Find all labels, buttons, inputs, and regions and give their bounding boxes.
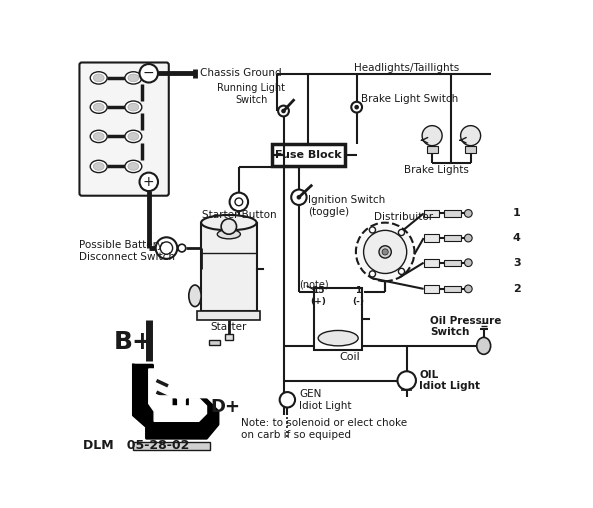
Text: Possible Battery
Disconnect Switch: Possible Battery Disconnect Switch [79,240,176,262]
Bar [197,311,260,321]
Circle shape [229,193,248,211]
Circle shape [422,125,442,146]
Text: Note: to solenoid or elect choke
on carb if so equiped: Note: to solenoid or elect choke on carb… [241,418,407,440]
Bar [423,210,439,217]
Circle shape [464,234,472,242]
Ellipse shape [128,103,139,111]
Text: GEN
Idiot Light: GEN Idiot Light [299,389,352,410]
Bar [423,285,439,293]
Text: Distribuitor: Distribuitor [374,211,433,221]
Ellipse shape [93,103,104,111]
Ellipse shape [93,74,104,82]
Text: Starter Button: Starter Button [202,210,276,220]
Circle shape [291,189,307,205]
Text: −: − [143,66,155,80]
Ellipse shape [128,74,139,82]
Text: Fuse Block: Fuse Block [275,150,342,160]
Text: Coil: Coil [339,353,360,362]
Text: 2: 2 [513,284,521,294]
Circle shape [461,125,481,146]
Circle shape [398,230,404,236]
Ellipse shape [477,337,490,355]
Ellipse shape [125,101,142,113]
Circle shape [355,105,359,109]
Text: Starter: Starter [211,322,247,332]
Ellipse shape [125,72,142,84]
Bar [423,234,439,242]
Bar [444,286,461,292]
Bar [209,340,221,345]
Text: 3: 3 [513,258,521,268]
Bar [427,146,438,153]
Text: Brake Lights: Brake Lights [403,165,468,175]
Ellipse shape [125,161,142,173]
Text: Running Light
Switch: Running Light Switch [217,83,285,105]
Bar [444,210,461,216]
Circle shape [464,210,472,217]
Bar [133,442,211,450]
Circle shape [351,102,362,113]
Circle shape [464,259,472,267]
Ellipse shape [201,215,257,230]
Text: +: + [143,175,155,189]
Text: OIL
Idiot Light: OIL Idiot Light [419,370,480,391]
Circle shape [397,371,416,390]
Circle shape [221,219,237,234]
Ellipse shape [93,133,104,140]
Text: 1: 1 [513,208,521,218]
Circle shape [364,230,407,273]
Bar [423,259,439,267]
Circle shape [156,237,177,259]
Text: DLM   05-28-02: DLM 05-28-02 [83,439,190,453]
Circle shape [139,64,158,82]
Ellipse shape [90,161,107,173]
Bar [272,144,345,166]
Polygon shape [149,369,206,421]
Text: 4: 4 [513,233,521,243]
Text: (note): (note) [299,279,329,289]
Text: Ignition Switch
(toggle): Ignition Switch (toggle) [308,195,385,216]
Polygon shape [133,365,218,438]
Text: 15
(+): 15 (+) [310,286,326,305]
Circle shape [178,244,186,252]
Text: Chassis Ground: Chassis Ground [200,68,282,78]
Circle shape [139,173,158,191]
Bar [466,146,476,153]
Ellipse shape [125,130,142,143]
Ellipse shape [90,130,107,143]
Circle shape [281,109,286,113]
Bar [444,260,461,266]
Text: Headlights/Taillights: Headlights/Taillights [355,63,460,73]
Circle shape [278,106,289,116]
Ellipse shape [128,133,139,140]
Circle shape [235,198,243,206]
Ellipse shape [93,163,104,170]
Circle shape [369,271,375,277]
Bar [225,334,232,340]
Circle shape [296,195,301,200]
Text: B+: B+ [114,330,154,354]
Ellipse shape [90,72,107,84]
Circle shape [356,223,415,281]
FancyBboxPatch shape [79,62,169,196]
Ellipse shape [189,285,201,307]
Text: Brake Light Switch: Brake Light Switch [361,94,458,105]
Circle shape [379,246,391,258]
Circle shape [398,268,404,274]
Text: 1
(-): 1 (-) [352,286,364,305]
Ellipse shape [217,230,240,239]
Circle shape [160,242,173,254]
Circle shape [382,249,388,255]
Ellipse shape [90,101,107,113]
Ellipse shape [128,163,139,170]
Bar [314,288,362,350]
Circle shape [369,227,375,233]
Ellipse shape [318,331,358,346]
Circle shape [464,285,472,293]
Circle shape [280,392,295,407]
Text: Oil Pressure
Switch: Oil Pressure Switch [430,316,501,337]
Text: D+: D+ [211,398,240,417]
Bar [201,223,257,311]
Bar [444,235,461,241]
